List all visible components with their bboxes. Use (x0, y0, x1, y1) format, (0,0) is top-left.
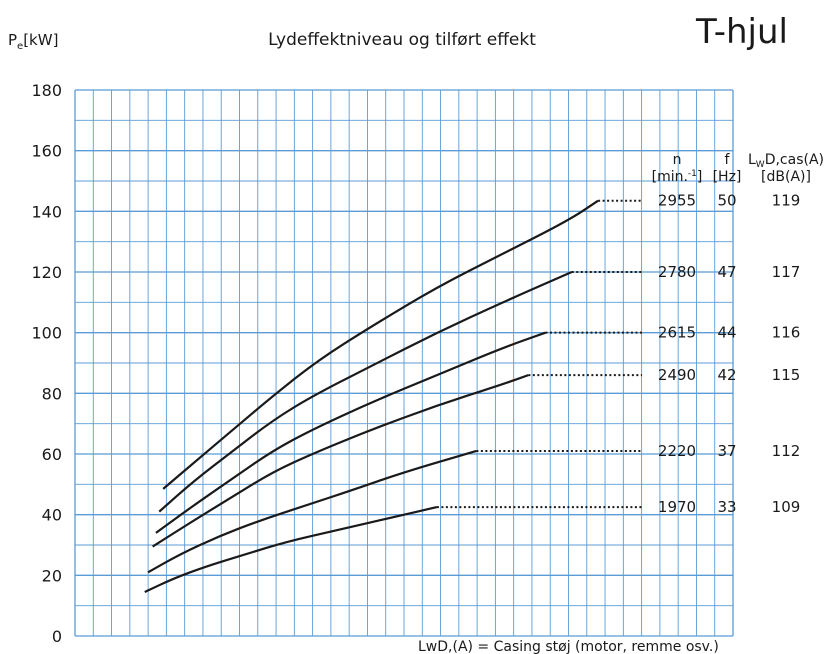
corner-title: T-hjul (695, 12, 788, 52)
chart-title: Lydeffektniveau og tilført effekt (268, 30, 536, 50)
y-tick-label: 40 (42, 506, 62, 525)
y-tick-label: 140 (31, 202, 62, 221)
row-f-2220: 37 (717, 442, 736, 460)
row-n-2780: 2780 (658, 263, 696, 281)
series-line-2490 (152, 374, 529, 548)
row-l-2490: 115 (772, 366, 801, 384)
header-f-line2: [Hz] (713, 169, 742, 185)
row-f-2955: 50 (717, 192, 736, 210)
annotation: LwD,(A) = Casing støj (motor, remme osv.… (418, 639, 719, 654)
y-tick-label: 120 (31, 263, 62, 282)
row-l-2615: 116 (772, 324, 801, 342)
header-f-line1: f (725, 152, 731, 168)
grid (74, 89, 734, 637)
y-tick-label: 60 (42, 445, 62, 464)
y-tick-label: 100 (31, 324, 62, 343)
row-l-1970: 109 (772, 498, 801, 516)
row-f-2780: 47 (717, 263, 736, 281)
series-line-2220 (147, 449, 477, 574)
y-tick-label: 160 (31, 142, 62, 161)
row-l-2220: 112 (772, 442, 801, 460)
series-line-2615 (155, 331, 546, 534)
row-l-2780: 117 (772, 263, 801, 281)
y-tick-label: 20 (42, 566, 62, 585)
y-tick-label: 180 (31, 81, 62, 100)
row-l-2955: 119 (772, 192, 801, 210)
y-tick-label: 0 (52, 627, 62, 646)
series-lines (144, 199, 642, 594)
row-n-1970: 1970 (658, 498, 696, 516)
y-tick-label: 80 (42, 384, 62, 403)
row-f-2615: 44 (717, 324, 736, 342)
row-n-2220: 2220 (658, 442, 696, 460)
row-n-2955: 2955 (658, 192, 696, 210)
header-n-line2: [min.-1] (652, 169, 703, 185)
header-l-line2: [dB(A)] (761, 169, 811, 185)
table-header: n [min.-1] f [Hz] LWD,cas(A) [dB(A)] (652, 152, 824, 185)
row-n-2615: 2615 (658, 324, 696, 342)
row-f-1970: 33 (717, 498, 736, 516)
header-n-line1: n (673, 152, 682, 168)
table-rows: 2955 50 119 2780 47 117 2615 44 116 2490 42 115 2220… (658, 192, 800, 516)
series-line-2955 (162, 199, 599, 490)
y-tick-labels: 0 20 40 60 80 100 120 140 160 180 (31, 81, 62, 646)
row-n-2490: 2490 (658, 366, 696, 384)
row-f-2490: 42 (717, 366, 736, 384)
header-l-line1: LWD,cas(A) (748, 152, 824, 170)
y-axis-label: Pe[kW] (8, 31, 58, 52)
series-line-2780 (158, 270, 573, 513)
series-line-1970 (144, 506, 438, 594)
